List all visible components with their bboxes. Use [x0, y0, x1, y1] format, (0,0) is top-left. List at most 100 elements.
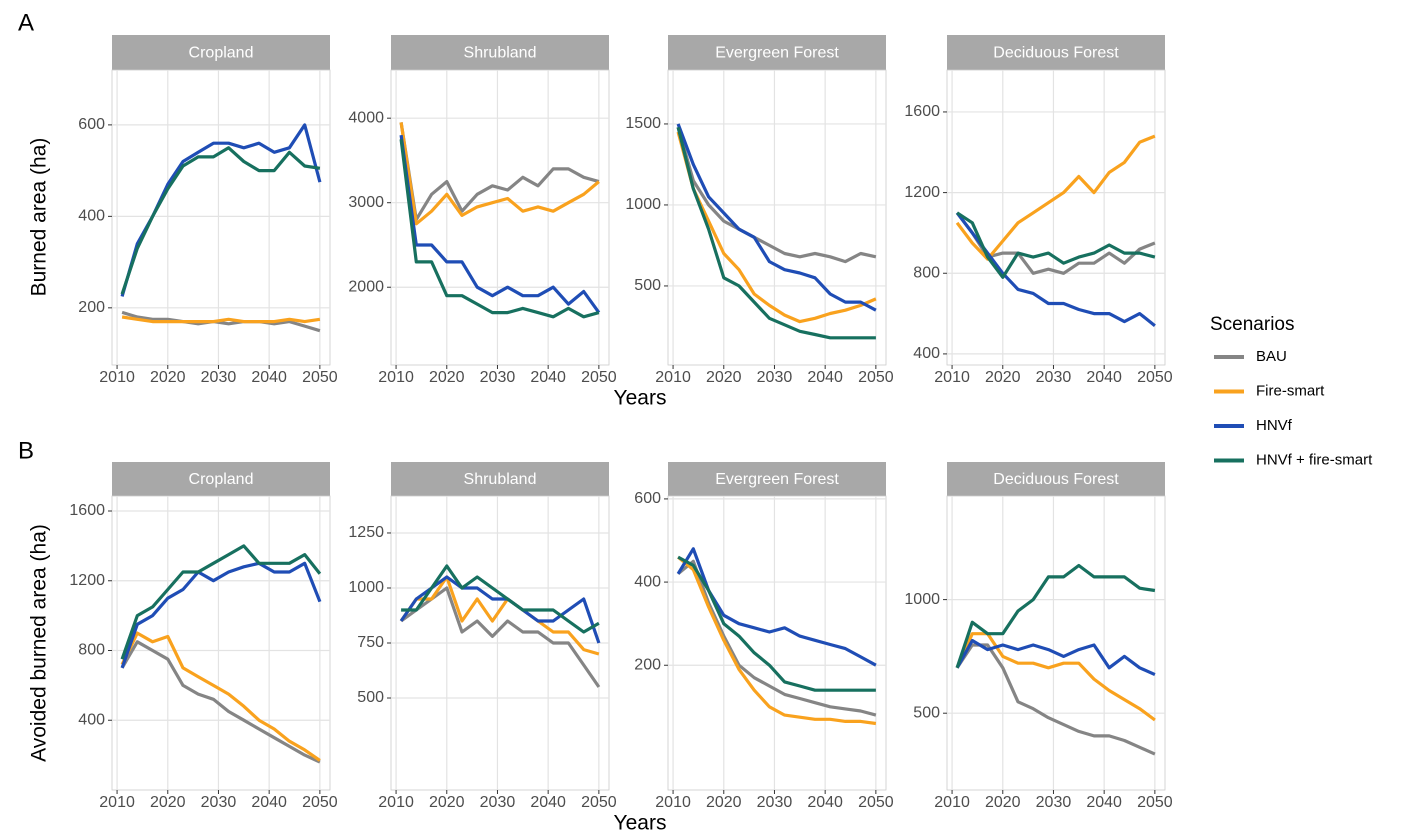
- series-line: [676, 131, 877, 324]
- strip-label: Evergreen Forest: [715, 45, 839, 62]
- x-tick-label: 2020: [429, 794, 465, 811]
- x-axis-title: Years: [614, 812, 667, 835]
- y-tick-label: 800: [78, 642, 105, 659]
- x-tick-label: 2030: [480, 794, 516, 811]
- series-line: [120, 640, 321, 764]
- y-tick-label: 1000: [348, 579, 384, 596]
- series-line: [399, 122, 600, 226]
- strip: [947, 35, 1165, 70]
- plot-background: [111, 495, 331, 791]
- x-tick-label: 2050: [302, 369, 338, 386]
- y-axis-title: Burned area (ha): [28, 138, 51, 297]
- x-tick-label: 2050: [581, 794, 617, 811]
- strip: [112, 35, 330, 70]
- x-tick-label: 2030: [757, 794, 793, 811]
- x-tick-label: 2040: [1086, 369, 1122, 386]
- series-line: [676, 123, 877, 312]
- series-line: [955, 638, 1156, 677]
- y-tick-label: 1250: [348, 524, 384, 541]
- y-tick-label: 200: [78, 299, 105, 316]
- strip: [668, 462, 886, 496]
- legend-label: Fire-smart: [1256, 382, 1325, 399]
- y-tick-label: 1200: [69, 572, 105, 589]
- x-tick-label: 2010: [655, 369, 691, 386]
- plot-background: [111, 69, 331, 366]
- x-tick-label: 2050: [1137, 794, 1173, 811]
- x-tick-label: 2030: [201, 369, 237, 386]
- x-tick-label: 2010: [99, 794, 135, 811]
- series-line: [677, 559, 877, 717]
- series-line: [121, 315, 321, 324]
- x-axis-title: Years: [614, 387, 667, 410]
- series-line: [401, 564, 600, 634]
- legend-label: HNVf: [1256, 417, 1293, 434]
- y-tick-label: 600: [78, 116, 105, 133]
- y-tick-label: 400: [634, 573, 661, 590]
- x-tick-label: 2040: [1086, 794, 1122, 811]
- y-tick-label: 1200: [904, 184, 940, 201]
- y-tick-label: 400: [913, 345, 940, 362]
- x-tick-label: 2040: [530, 369, 566, 386]
- x-tick-label: 2020: [985, 369, 1021, 386]
- x-tick-label: 2040: [251, 794, 287, 811]
- series-line: [677, 555, 877, 726]
- panel-letter: B: [18, 437, 34, 464]
- plot-background: [946, 69, 1166, 366]
- strip-label: Cropland: [189, 471, 254, 488]
- series-line: [399, 139, 600, 319]
- x-tick-label: 2050: [858, 369, 894, 386]
- x-tick-label: 2040: [530, 794, 566, 811]
- y-tick-label: 500: [913, 704, 940, 721]
- strip: [391, 462, 609, 496]
- x-tick-label: 2010: [99, 369, 135, 386]
- plot-background: [667, 495, 887, 791]
- y-tick-label: 1500: [625, 115, 661, 132]
- series-line: [399, 134, 601, 314]
- x-tick-label: 2030: [1036, 794, 1072, 811]
- y-tick-label: 400: [78, 711, 105, 728]
- strip: [947, 462, 1165, 496]
- plot-background: [390, 69, 610, 366]
- series-line: [676, 126, 876, 340]
- series-line: [955, 211, 1156, 327]
- y-tick-label: 2000: [348, 278, 384, 295]
- strip-label: Shrubland: [464, 471, 537, 488]
- x-tick-label: 2020: [706, 369, 742, 386]
- x-tick-label: 2010: [934, 794, 970, 811]
- x-tick-label: 2030: [480, 369, 516, 386]
- y-axis-title: Avoided burned area (ha): [28, 524, 51, 762]
- x-tick-label: 2040: [807, 369, 843, 386]
- series-line: [677, 555, 876, 692]
- strip-label: Cropland: [189, 45, 254, 62]
- x-tick-label: 2010: [655, 794, 691, 811]
- x-tick-label: 2040: [807, 794, 843, 811]
- series-line: [955, 632, 1156, 722]
- series-line: [955, 563, 1156, 669]
- panel-letter: A: [18, 9, 34, 36]
- x-tick-label: 2050: [1137, 369, 1173, 386]
- legend-label: BAU: [1256, 348, 1287, 365]
- y-tick-label: 4000: [348, 109, 384, 126]
- x-tick-label: 2010: [378, 794, 414, 811]
- series-line: [956, 211, 1156, 279]
- x-tick-label: 2010: [378, 369, 414, 386]
- y-tick-label: 750: [357, 634, 384, 651]
- strip: [668, 35, 886, 70]
- strip-label: Deciduous Forest: [993, 45, 1119, 62]
- series-line: [120, 544, 322, 660]
- plot-background: [946, 495, 1166, 791]
- y-tick-label: 200: [634, 656, 661, 673]
- x-tick-label: 2040: [251, 369, 287, 386]
- series-line: [399, 122, 600, 222]
- x-tick-label: 2010: [934, 369, 970, 386]
- series-line: [120, 146, 321, 295]
- y-tick-label: 500: [634, 277, 661, 294]
- strip-label: Shrubland: [464, 45, 537, 62]
- x-tick-label: 2020: [429, 369, 465, 386]
- series-line: [120, 631, 321, 762]
- y-tick-label: 3000: [348, 194, 384, 211]
- legend-title: Scenarios: [1210, 314, 1295, 335]
- x-tick-label: 2030: [201, 794, 237, 811]
- x-tick-label: 2050: [581, 369, 617, 386]
